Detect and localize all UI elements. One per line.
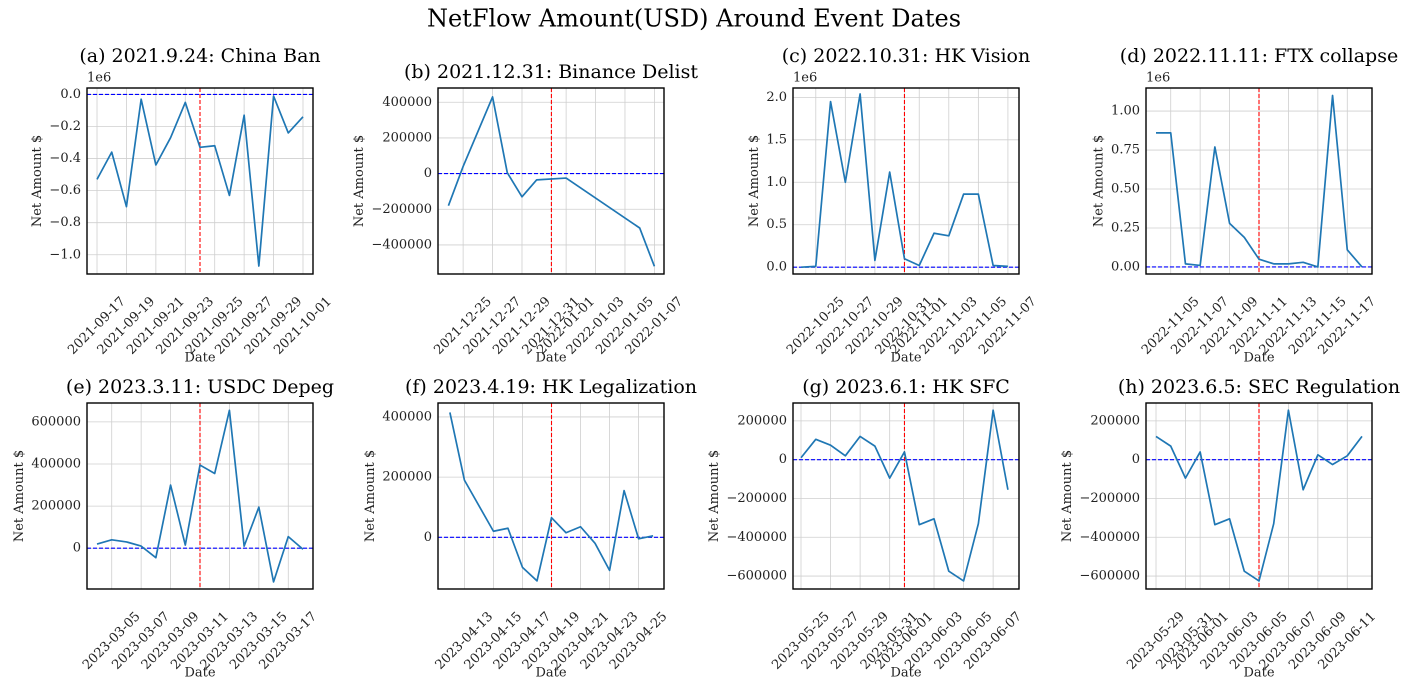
subplot-title: (g) 2023.6.1: HK SFC <box>802 376 1010 398</box>
y-tick-label: −0.2 <box>49 119 81 134</box>
y-tick-label: −600000 <box>726 569 787 584</box>
y-axis-label: Net Amount $ <box>352 135 367 227</box>
y-tick-label: 200000 <box>737 413 787 428</box>
y-tick-label: 0.0 <box>60 87 81 102</box>
y-tick-label: −0.8 <box>49 215 81 230</box>
x-axis-label: Date <box>1243 666 1274 681</box>
x-axis-label: Date <box>1243 351 1274 366</box>
y-tick-label: 0.00 <box>1111 259 1140 274</box>
y-tick-label: 0.25 <box>1111 221 1140 236</box>
y-tick-label: 0.50 <box>1111 182 1140 197</box>
y-tick-label: 1.5 <box>766 132 787 147</box>
data-line <box>1155 409 1363 582</box>
y-tick-label: 0 <box>1132 452 1140 467</box>
data-line <box>96 409 304 583</box>
subplot: 2000000−200000−400000−6000002023-05-2920… <box>1060 376 1400 681</box>
y-tick-label: −1.0 <box>49 247 81 262</box>
y-tick-label: 0 <box>73 541 81 556</box>
subplot: 02000004000002023-04-132023-04-152023-04… <box>363 376 697 681</box>
data-line <box>800 409 1009 582</box>
figure-title: NetFlow Amount(USD) Around Event Dates <box>427 5 961 33</box>
subplot-title: (a) 2021.9.24: China Ban <box>79 45 320 67</box>
y-tick-label: −200000 <box>371 202 432 217</box>
y-tick-label: 0 <box>424 166 432 181</box>
data-line <box>800 93 1008 269</box>
subplot-title: (b) 2021.12.31: Binance Delist <box>404 61 698 83</box>
y-tick-label: −200000 <box>726 491 787 506</box>
subplot-title: (f) 2023.4.19: HK Legalization <box>405 376 697 398</box>
axes-frame <box>86 402 314 590</box>
subplot: 4000002000000−200000−4000002021-12-25202… <box>352 61 698 366</box>
y-axis-label: Net Amount $ <box>12 450 27 542</box>
data-line <box>449 412 654 582</box>
y-tick-label: 200000 <box>1090 413 1140 428</box>
axes-frame <box>437 402 665 590</box>
x-axis-label: Date <box>890 351 921 366</box>
y-tick-label: 1.0 <box>766 175 787 190</box>
y-offset-label: 1e6 <box>1146 71 1170 86</box>
x-axis-label: Date <box>535 351 566 366</box>
subplot: 0.00.51.01.52.02022-10-252022-10-272022-… <box>747 45 1040 366</box>
subplot-title: (h) 2023.6.5: SEC Regulation <box>1118 376 1400 398</box>
axes-frame <box>1145 87 1373 275</box>
y-tick-label: 1.00 <box>1111 104 1140 119</box>
x-axis-label: Date <box>184 351 215 366</box>
y-tick-label: −0.4 <box>49 151 81 166</box>
y-axis-label: Net Amount $ <box>747 135 762 227</box>
y-tick-label: 0 <box>424 530 432 545</box>
y-tick-label: −200000 <box>1079 491 1140 506</box>
subplot: 0.000.250.500.751.002022-11-052022-11-07… <box>1092 45 1399 366</box>
y-axis-label: Net Amount $ <box>363 450 378 542</box>
y-tick-label: 0 <box>779 452 787 467</box>
y-tick-label: 400000 <box>382 409 432 424</box>
data-line <box>1156 94 1363 268</box>
y-axis-label: Net Amount $ <box>30 135 45 227</box>
axes-frame <box>792 402 1020 590</box>
y-tick-label: 0.5 <box>766 217 787 232</box>
y-tick-label: −400000 <box>371 237 432 252</box>
y-tick-label: 400000 <box>382 95 432 110</box>
y-axis-label: Net Amount $ <box>707 450 722 542</box>
y-offset-label: 1e6 <box>87 71 111 86</box>
y-tick-label: 400000 <box>31 457 81 472</box>
y-tick-label: 0.0 <box>766 260 787 275</box>
axes-frame <box>792 87 1020 275</box>
y-axis-label: Net Amount $ <box>1060 450 1075 542</box>
subplot-title: (e) 2023.3.11: USDC Depeg <box>66 376 334 398</box>
x-axis-label: Date <box>184 666 215 681</box>
subplot-title: (c) 2022.10.31: HK Vision <box>782 45 1031 67</box>
y-tick-label: 200000 <box>31 499 81 514</box>
data-line <box>96 95 304 267</box>
data-line <box>447 96 656 267</box>
y-axis-label: Net Amount $ <box>1092 135 1107 227</box>
x-axis-label: Date <box>535 666 566 681</box>
subplot: 02000004000006000002023-03-052023-03-072… <box>12 376 334 681</box>
subplot-title: (d) 2022.11.11: FTX collapse <box>1120 45 1398 67</box>
axes-frame <box>437 87 665 275</box>
y-tick-label: −400000 <box>726 530 787 545</box>
axes-frame <box>86 87 314 275</box>
axes-frame <box>1145 402 1373 590</box>
y-tick-label: 2.0 <box>766 90 787 105</box>
y-tick-label: 0.75 <box>1111 143 1140 158</box>
y-tick-label: 200000 <box>382 470 432 485</box>
y-tick-label: 600000 <box>31 414 81 429</box>
subplot: 0.0−0.2−0.4−0.6−0.8−1.02021-09-172021-09… <box>30 45 335 366</box>
y-tick-label: −600000 <box>1079 569 1140 584</box>
y-tick-label: 200000 <box>382 130 432 145</box>
subplot: 2000000−200000−400000−6000002023-05-2520… <box>707 376 1025 681</box>
y-tick-label: −400000 <box>1079 530 1140 545</box>
x-axis-label: Date <box>890 666 921 681</box>
y-tick-label: −0.6 <box>49 183 81 198</box>
y-offset-label: 1e6 <box>793 71 817 86</box>
